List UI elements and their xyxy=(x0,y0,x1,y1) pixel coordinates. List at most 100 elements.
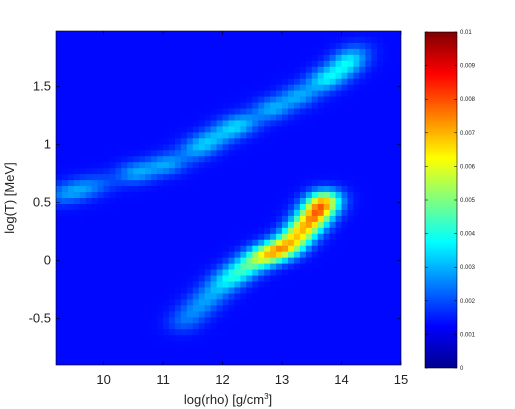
heatmap-cell xyxy=(115,114,123,122)
heatmap-cell xyxy=(359,78,366,86)
heatmap-cell xyxy=(264,96,271,104)
heatmap-cell xyxy=(311,275,319,283)
heatmap-cell xyxy=(216,299,224,306)
heatmap-cell xyxy=(192,263,200,271)
heatmap-cell xyxy=(228,311,236,318)
heatmap-cell xyxy=(365,36,372,44)
heatmap-cell xyxy=(317,31,325,38)
heatmap-cell xyxy=(216,353,224,360)
heatmap-cell xyxy=(210,78,218,86)
heatmap-cell xyxy=(169,138,176,145)
heatmap-cell xyxy=(109,257,117,265)
heatmap-cell xyxy=(97,293,105,300)
heatmap-cell xyxy=(174,209,182,217)
heatmap-cell xyxy=(61,54,69,62)
heatmap-cell xyxy=(264,120,271,128)
heatmap-cell xyxy=(121,317,128,324)
heatmap-cell xyxy=(323,186,331,193)
heatmap-cell xyxy=(323,263,331,271)
y-axis-label: log(T) [MeV] xyxy=(2,162,17,234)
heatmap-cell xyxy=(359,72,366,80)
heatmap-cell xyxy=(383,66,390,74)
heatmap-cell xyxy=(139,108,146,116)
heatmap-cell xyxy=(145,257,152,265)
heatmap-cell xyxy=(305,60,313,68)
heatmap-cell xyxy=(192,180,200,187)
heatmap-cell xyxy=(299,215,307,223)
heatmap-cell xyxy=(127,60,134,68)
heatmap-cell xyxy=(347,269,355,277)
heatmap-cell xyxy=(347,42,355,50)
heatmap-cell xyxy=(317,198,325,205)
heatmap-cell xyxy=(97,174,105,181)
heatmap-cell xyxy=(347,233,355,241)
heatmap-cell xyxy=(234,263,241,271)
heatmap-cell xyxy=(97,335,105,342)
heatmap-cell xyxy=(258,31,265,38)
heatmap-cell xyxy=(293,31,301,38)
heatmap-cell xyxy=(85,227,93,235)
heatmap-cell xyxy=(347,126,355,133)
heatmap-cell xyxy=(103,174,111,181)
heatmap-cell xyxy=(115,227,123,235)
heatmap-cell xyxy=(73,293,81,300)
heatmap-cell xyxy=(151,31,158,38)
heatmap-cell xyxy=(79,156,87,163)
heatmap-cell xyxy=(264,269,271,277)
heatmap-cell xyxy=(282,132,289,139)
heatmap-cell xyxy=(305,168,313,175)
heatmap-cell xyxy=(353,180,360,187)
heatmap-cell xyxy=(56,180,63,187)
heatmap-cell xyxy=(299,305,307,312)
heatmap-cell xyxy=(252,233,259,241)
heatmap-cell xyxy=(383,227,390,235)
heatmap-cell xyxy=(127,341,134,348)
heatmap-cell xyxy=(228,168,236,175)
heatmap-cell xyxy=(56,359,63,365)
heatmap-cell xyxy=(240,287,247,295)
heatmap-cell xyxy=(365,192,372,199)
heatmap-cell xyxy=(97,150,105,157)
heatmap-cell xyxy=(91,281,99,289)
heatmap-cell xyxy=(293,299,301,306)
heatmap-cell xyxy=(305,215,313,223)
heatmap-cell xyxy=(157,168,164,175)
heatmap-cell xyxy=(258,251,265,259)
heatmap-cell xyxy=(174,192,182,199)
heatmap-cell xyxy=(97,311,105,318)
heatmap-cell xyxy=(258,108,265,116)
heatmap-cell xyxy=(377,293,384,300)
heatmap-cell xyxy=(383,305,390,312)
heatmap-cell xyxy=(186,353,194,360)
heatmap-cell xyxy=(56,54,63,62)
heatmap-cell xyxy=(282,186,289,193)
heatmap-cell xyxy=(61,42,69,50)
heatmap-cell xyxy=(371,138,378,145)
heatmap-cell xyxy=(311,347,319,354)
heatmap-cell xyxy=(85,263,93,271)
heatmap-cell xyxy=(204,221,212,229)
heatmap-cell xyxy=(341,329,349,336)
heatmap-cell xyxy=(329,329,337,336)
heatmap-cell xyxy=(282,323,289,330)
heatmap-cell xyxy=(79,359,87,365)
heatmap-cell xyxy=(222,353,230,360)
heatmap-cell xyxy=(311,335,319,342)
heatmap-cell xyxy=(329,66,337,74)
heatmap-cell xyxy=(341,203,349,211)
heatmap-cell xyxy=(383,347,390,354)
heatmap-cell xyxy=(383,102,390,110)
heatmap-cell xyxy=(329,36,337,44)
heatmap-cell xyxy=(133,263,140,271)
heatmap-cell xyxy=(127,215,134,223)
y-tick-label: -0.5 xyxy=(29,311,51,326)
heatmap-cell xyxy=(139,221,146,229)
heatmap-cell xyxy=(270,90,277,98)
heatmap-cell xyxy=(139,54,146,62)
heatmap-cell xyxy=(305,299,313,306)
heatmap-cell xyxy=(151,311,158,318)
heatmap-cell xyxy=(127,36,134,44)
heatmap-cell xyxy=(151,132,158,139)
heatmap-cell xyxy=(192,72,200,80)
heatmap-cell xyxy=(56,281,63,289)
